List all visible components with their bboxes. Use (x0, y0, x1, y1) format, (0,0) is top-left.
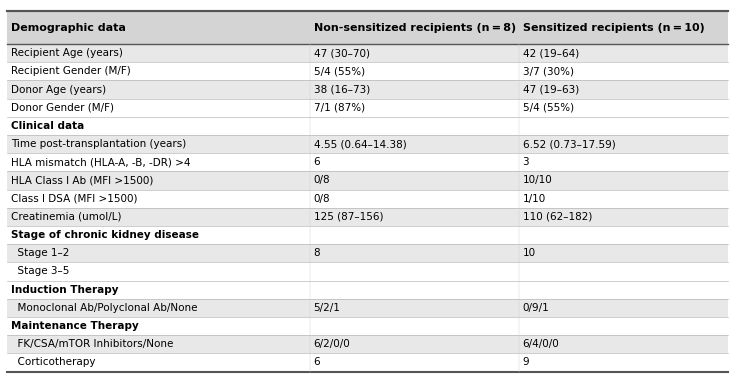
Text: 3: 3 (522, 157, 529, 167)
Bar (7, 44, 728, 62)
Text: 0/8: 0/8 (313, 194, 330, 204)
Text: Time post-transplantation (years): Time post-transplantation (years) (11, 139, 186, 149)
Bar (7, 99, 728, 117)
Bar (7, 281, 728, 299)
Text: 5/4 (55%): 5/4 (55%) (522, 103, 574, 113)
Text: Induction Therapy: Induction Therapy (11, 285, 118, 295)
Bar (7, 353, 728, 372)
Text: 10: 10 (522, 248, 536, 258)
Text: 6: 6 (313, 357, 320, 367)
Text: Sensitized recipients (n = 10): Sensitized recipients (n = 10) (522, 23, 705, 33)
Bar (7, 335, 728, 353)
Text: 110 (62–182): 110 (62–182) (522, 212, 592, 222)
Bar (7, 153, 728, 172)
Bar (519, 11, 728, 44)
Bar (7, 117, 728, 135)
Text: 125 (87–156): 125 (87–156) (313, 212, 383, 222)
Bar (7, 11, 310, 44)
Text: FK/CSA/mTOR Inhibitors/None: FK/CSA/mTOR Inhibitors/None (11, 339, 173, 349)
Text: Recipient Gender (M/F): Recipient Gender (M/F) (11, 66, 130, 76)
Text: 8: 8 (313, 248, 320, 258)
Text: 6: 6 (313, 157, 320, 167)
Text: Creatinemia (umol/L): Creatinemia (umol/L) (11, 212, 121, 222)
Text: Stage 3–5: Stage 3–5 (11, 267, 69, 277)
Text: 6/4/0/0: 6/4/0/0 (522, 339, 559, 349)
Text: 4.55 (0.64–14.38): 4.55 (0.64–14.38) (313, 139, 406, 149)
Text: 1/10: 1/10 (522, 194, 546, 204)
Text: Donor Age (years): Donor Age (years) (11, 85, 106, 95)
Text: 0/8: 0/8 (313, 175, 330, 185)
Text: 10/10: 10/10 (522, 175, 552, 185)
Text: Monoclonal Ab/Polyclonal Ab/None: Monoclonal Ab/Polyclonal Ab/None (11, 303, 197, 313)
Bar (310, 11, 519, 44)
Text: Non-sensitized recipients (n = 8): Non-sensitized recipients (n = 8) (313, 23, 516, 33)
Text: Recipient Age (years): Recipient Age (years) (11, 48, 123, 58)
Text: Corticotherapy: Corticotherapy (11, 357, 95, 367)
Text: 47 (30–70): 47 (30–70) (313, 48, 370, 58)
Bar (7, 262, 728, 281)
Text: Demographic data: Demographic data (11, 23, 126, 33)
Bar (7, 317, 728, 335)
Text: HLA Class I Ab (MFI >1500): HLA Class I Ab (MFI >1500) (11, 175, 153, 185)
Text: Stage of chronic kidney disease: Stage of chronic kidney disease (11, 230, 199, 240)
Text: 9: 9 (522, 357, 529, 367)
Bar (7, 299, 728, 317)
Bar (7, 226, 728, 244)
Text: Maintenance Therapy: Maintenance Therapy (11, 321, 138, 331)
Text: Stage 1–2: Stage 1–2 (11, 248, 69, 258)
Text: 42 (19–64): 42 (19–64) (522, 48, 579, 58)
Text: 5/2/1: 5/2/1 (313, 303, 341, 313)
Bar (7, 80, 728, 98)
Text: 5/4 (55%): 5/4 (55%) (313, 66, 365, 76)
Text: Clinical data: Clinical data (11, 121, 84, 131)
Bar (7, 172, 728, 190)
Text: 7/1 (87%): 7/1 (87%) (313, 103, 365, 113)
Bar (7, 190, 728, 208)
Text: HLA mismatch (HLA-A, -B, -DR) >4: HLA mismatch (HLA-A, -B, -DR) >4 (11, 157, 190, 167)
Text: 47 (19–63): 47 (19–63) (522, 85, 579, 95)
Text: 38 (16–73): 38 (16–73) (313, 85, 370, 95)
Bar (7, 62, 728, 80)
Bar (7, 244, 728, 262)
Text: Donor Gender (M/F): Donor Gender (M/F) (11, 103, 114, 113)
Bar (7, 208, 728, 226)
Text: 6.52 (0.73–17.59): 6.52 (0.73–17.59) (522, 139, 615, 149)
Text: 0/9/1: 0/9/1 (522, 303, 549, 313)
Text: 3/7 (30%): 3/7 (30%) (522, 66, 574, 76)
Text: Class I DSA (MFI >1500): Class I DSA (MFI >1500) (11, 194, 138, 204)
Text: 6/2/0/0: 6/2/0/0 (313, 339, 350, 349)
Bar (7, 135, 728, 153)
